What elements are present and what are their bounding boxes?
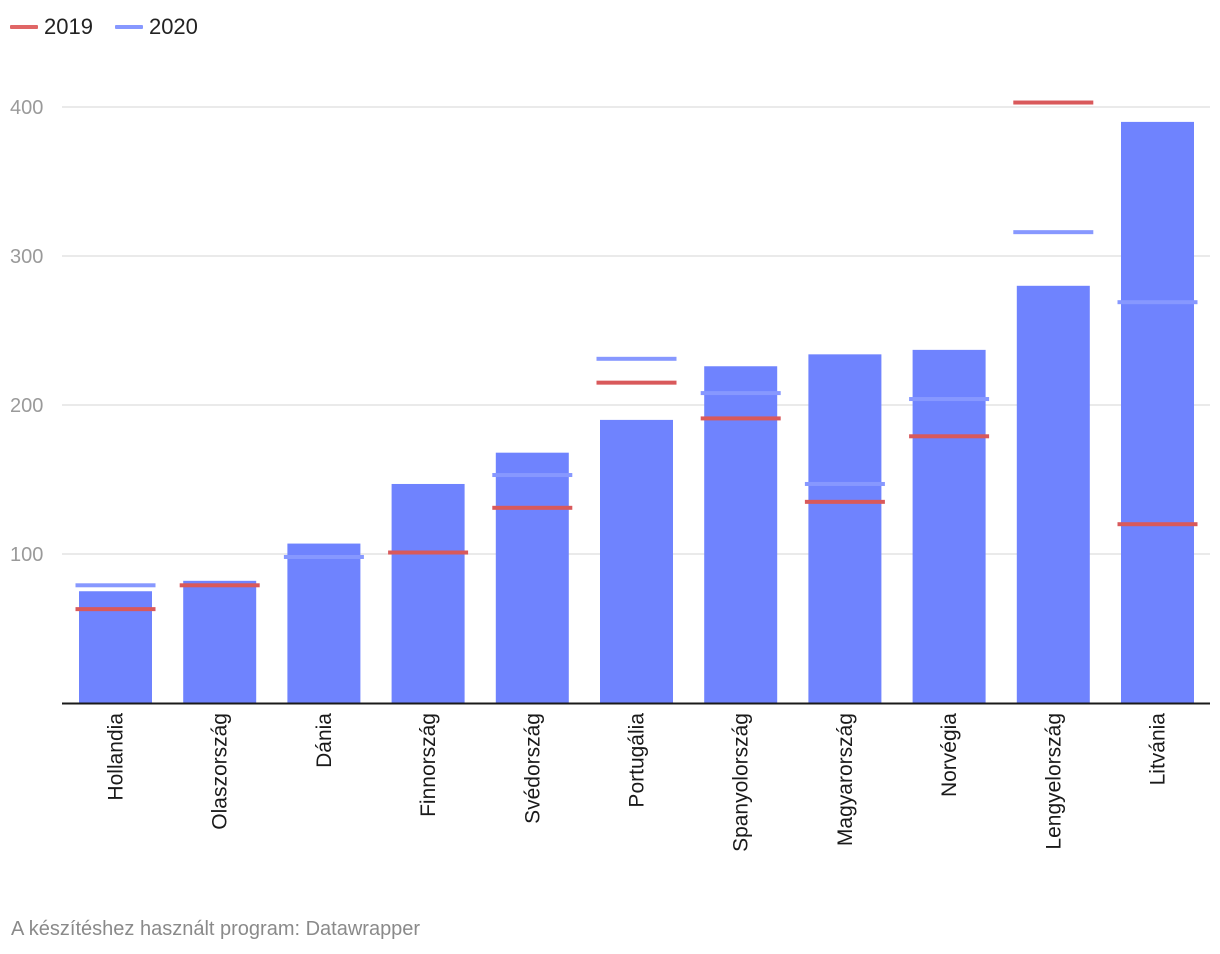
category-label-0: Hollandia bbox=[105, 713, 128, 801]
bar-4 bbox=[495, 452, 569, 703]
legend-item-2020[interactable]: 2020 bbox=[114, 14, 198, 40]
y-tick-label-200: 200 bbox=[10, 395, 43, 417]
y-tick-label-300: 300 bbox=[10, 246, 43, 268]
marker-2020-2 bbox=[283, 554, 364, 559]
marker-2019-1 bbox=[179, 583, 260, 588]
category-label-5: Portugália bbox=[626, 713, 649, 808]
bar-9 bbox=[1016, 285, 1090, 703]
marker-2019-7 bbox=[804, 499, 885, 504]
category-label-3: Finnország bbox=[417, 713, 440, 817]
bar-1 bbox=[183, 580, 257, 703]
legend-item-2019[interactable]: 2019 bbox=[10, 14, 93, 40]
source-note: A készítéshez használt program: Datawrap… bbox=[11, 918, 421, 940]
category-label-9: Lengyelország bbox=[1042, 713, 1065, 850]
marker-2020-4 bbox=[492, 473, 573, 478]
legend-swatch-2019 bbox=[10, 25, 38, 29]
marker-2020-0 bbox=[75, 583, 156, 588]
category-label-2: Dánia bbox=[313, 713, 336, 768]
category-label-8: Norvégia bbox=[938, 713, 961, 797]
category-label-10: Litvánia bbox=[1147, 713, 1170, 786]
category-label-6: Spanyolország bbox=[730, 713, 753, 852]
bar-7 bbox=[808, 354, 882, 703]
legend-label-2020: 2020 bbox=[148, 14, 198, 39]
legend: 2019 2020 bbox=[10, 14, 198, 40]
marker-2020-5 bbox=[596, 356, 677, 361]
bar-5 bbox=[600, 419, 673, 703]
category-label-7: Magyarország bbox=[834, 713, 857, 846]
marker-2019-3 bbox=[388, 550, 469, 555]
marker-2020-6 bbox=[700, 391, 781, 396]
marker-2019-0 bbox=[75, 607, 156, 612]
marker-2019-6 bbox=[700, 416, 781, 421]
marker-2019-8 bbox=[909, 434, 990, 439]
bar-8 bbox=[912, 349, 986, 703]
y-tick-label-100: 100 bbox=[10, 544, 43, 566]
marker-2020-8 bbox=[909, 397, 990, 402]
bar-chart: 100 200 300 400 Hollandia Olaszország Dánia Fin… bbox=[10, 97, 1210, 852]
marker-2020-10 bbox=[1117, 300, 1198, 305]
bar-6 bbox=[704, 366, 778, 703]
bar-10 bbox=[1121, 121, 1194, 703]
marker-2020-7 bbox=[804, 481, 885, 486]
marker-2019-5 bbox=[596, 380, 677, 385]
category-label-1: Olaszország bbox=[209, 713, 232, 830]
legend-swatch-2020 bbox=[114, 25, 143, 29]
bar-2 bbox=[287, 543, 361, 703]
marker-2019-10 bbox=[1117, 522, 1198, 527]
legend-label-2019: 2019 bbox=[44, 14, 93, 39]
y-tick-label-400: 400 bbox=[10, 97, 43, 119]
marker-2019-4 bbox=[492, 505, 573, 510]
category-label-4: Svédország bbox=[521, 713, 544, 824]
bar-3 bbox=[391, 483, 465, 703]
marker-2019-9 bbox=[1013, 100, 1094, 105]
marker-2020-9 bbox=[1013, 230, 1094, 235]
